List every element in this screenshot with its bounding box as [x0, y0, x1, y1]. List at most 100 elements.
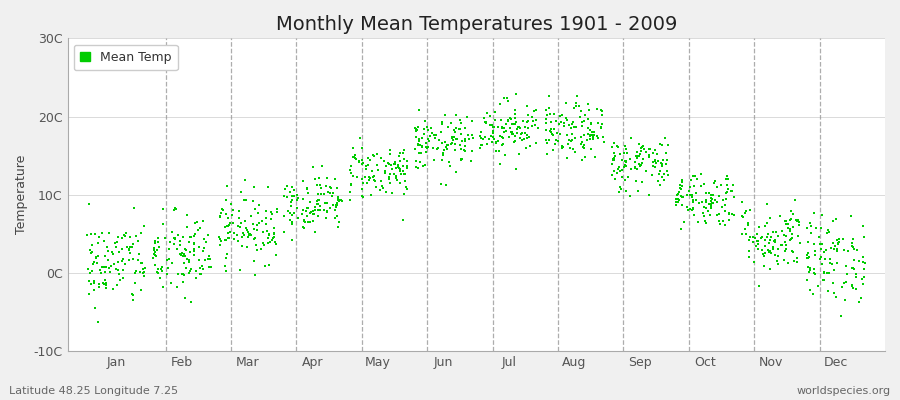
- Point: [410, 141, 425, 148]
- Point: [310, 213, 325, 220]
- Point: [779, 242, 794, 248]
- Point: [627, 164, 642, 170]
- Point: [607, 140, 621, 146]
- Point: [152, 244, 166, 250]
- Point: [719, 196, 733, 202]
- Point: [355, 193, 369, 199]
- Point: [356, 161, 370, 168]
- Point: [388, 159, 402, 165]
- Point: [815, 261, 830, 268]
- Point: [613, 168, 627, 174]
- Point: [262, 232, 276, 239]
- Point: [764, 249, 778, 256]
- Point: [620, 150, 634, 156]
- Point: [704, 194, 718, 201]
- Point: [553, 131, 567, 137]
- Point: [523, 143, 537, 150]
- Point: [619, 158, 634, 164]
- Point: [636, 156, 651, 162]
- Point: [266, 211, 280, 217]
- Point: [176, 272, 191, 278]
- Point: [779, 221, 794, 227]
- Point: [491, 138, 505, 144]
- Point: [511, 150, 526, 157]
- Point: [216, 206, 230, 213]
- Point: [685, 192, 699, 198]
- Point: [129, 232, 143, 239]
- Point: [166, 207, 181, 213]
- Point: [607, 156, 621, 162]
- Point: [262, 262, 276, 268]
- Point: [814, 246, 828, 252]
- Point: [238, 232, 252, 238]
- Point: [615, 174, 629, 180]
- Point: [263, 239, 277, 245]
- Point: [687, 197, 701, 204]
- Point: [194, 263, 209, 269]
- Point: [714, 181, 728, 188]
- Point: [508, 118, 523, 125]
- Point: [134, 287, 148, 294]
- Point: [582, 135, 597, 142]
- Point: [408, 124, 422, 131]
- Point: [674, 226, 688, 232]
- Point: [727, 212, 742, 219]
- Point: [410, 134, 424, 140]
- Point: [510, 124, 525, 130]
- Point: [633, 163, 647, 169]
- Point: [788, 197, 802, 203]
- Point: [777, 257, 791, 263]
- Point: [182, 257, 196, 264]
- Point: [686, 199, 700, 205]
- Point: [556, 123, 571, 129]
- Point: [608, 155, 622, 162]
- Point: [611, 164, 625, 170]
- Point: [550, 130, 564, 136]
- Point: [499, 121, 513, 127]
- Point: [704, 201, 718, 208]
- Point: [302, 218, 317, 225]
- Point: [89, 255, 104, 261]
- Point: [296, 178, 310, 184]
- Point: [695, 199, 709, 205]
- Point: [742, 234, 757, 240]
- Point: [642, 146, 656, 152]
- Point: [251, 202, 266, 208]
- Point: [845, 236, 859, 242]
- Point: [234, 189, 248, 196]
- Point: [118, 232, 132, 239]
- Point: [193, 257, 207, 263]
- Point: [301, 219, 315, 226]
- Point: [384, 161, 399, 168]
- Point: [704, 197, 718, 204]
- Point: [243, 231, 257, 237]
- Point: [828, 243, 842, 249]
- Point: [519, 135, 534, 141]
- Point: [749, 242, 763, 249]
- Point: [634, 148, 648, 154]
- Point: [551, 138, 565, 144]
- Point: [438, 138, 453, 145]
- Point: [491, 124, 505, 130]
- Point: [266, 224, 281, 231]
- Point: [770, 253, 785, 259]
- Point: [427, 157, 441, 163]
- Point: [371, 167, 385, 173]
- Point: [99, 264, 113, 270]
- Point: [203, 263, 218, 270]
- Point: [590, 106, 605, 112]
- Point: [259, 214, 274, 221]
- Point: [158, 235, 173, 242]
- Point: [186, 240, 201, 247]
- Point: [218, 224, 232, 230]
- Point: [284, 197, 299, 203]
- Point: [574, 134, 589, 141]
- Point: [258, 221, 273, 227]
- Point: [768, 237, 782, 244]
- Point: [101, 256, 115, 263]
- Point: [586, 136, 600, 142]
- Point: [765, 246, 779, 252]
- Point: [418, 148, 433, 155]
- Point: [178, 295, 193, 302]
- Point: [285, 212, 300, 218]
